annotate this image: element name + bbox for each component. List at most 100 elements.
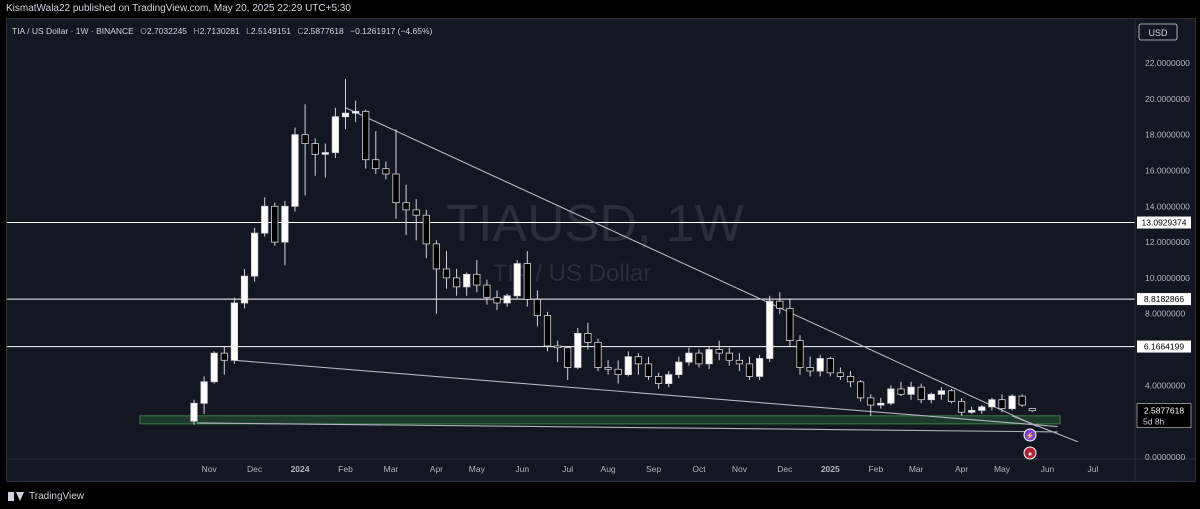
support-zone	[139, 415, 1061, 425]
x-tick-label: 2025	[821, 464, 840, 474]
level-price-label: 13.0929374	[1142, 218, 1187, 228]
candle-body	[1018, 395, 1026, 406]
candle-body	[271, 205, 279, 243]
candle	[836, 367, 845, 380]
candle-body	[675, 361, 683, 376]
candle-body	[382, 168, 390, 175]
candle-body	[210, 352, 218, 383]
tradingview-logo-icon	[8, 492, 24, 501]
x-tick-label: Nov	[202, 464, 218, 474]
candle-body	[655, 376, 663, 384]
candle	[978, 405, 986, 415]
level-price-box	[1137, 216, 1191, 229]
candle-body	[584, 333, 592, 343]
price-chart[interactable]: TIAUSD, 1W TIA / US Dollar 0.00000002.00…	[7, 19, 1195, 481]
candle	[392, 129, 400, 219]
us-flag-badge-circle	[1023, 446, 1037, 460]
ohlc-low: 2.5149151	[251, 26, 291, 36]
trendline-base	[197, 422, 1058, 433]
candle-body	[836, 372, 845, 377]
candle-body	[978, 406, 986, 411]
candle-body	[725, 352, 733, 361]
candle	[483, 279, 491, 305]
level-price-label: 8.8182866	[1144, 294, 1184, 304]
candle	[362, 109, 370, 169]
candle	[1018, 394, 1026, 407]
candle-body	[907, 386, 915, 395]
candle	[240, 268, 249, 309]
candle	[614, 360, 622, 384]
candle-body	[867, 397, 875, 406]
x-tick-label: Sep	[646, 464, 661, 474]
y-tick-label: 10.0000000	[1145, 273, 1190, 283]
candle-body	[523, 263, 531, 300]
candle	[937, 387, 946, 400]
candle	[634, 353, 643, 375]
currency-box[interactable]	[1138, 23, 1178, 41]
candle-body	[533, 298, 542, 316]
candle-body	[392, 173, 400, 204]
watermark-symbol: TIAUSD, 1W	[446, 195, 744, 253]
chart-panel[interactable]: TIAUSD, 1W TIA / US Dollar 0.00000002.00…	[6, 18, 1196, 482]
candle	[513, 260, 521, 300]
x-tick-label: Jun	[1041, 464, 1055, 474]
candle	[947, 388, 956, 404]
candle	[452, 268, 461, 296]
candle-body	[402, 202, 410, 211]
candle-body	[857, 381, 865, 399]
candle	[857, 379, 865, 402]
candle	[644, 356, 653, 380]
candle-body	[806, 367, 814, 372]
candle	[372, 131, 380, 175]
candle-body	[331, 116, 340, 153]
candle-body	[887, 388, 895, 404]
candle	[968, 406, 976, 415]
candle-body	[220, 352, 228, 361]
candle-body	[250, 232, 259, 277]
candle	[584, 322, 592, 350]
candle	[422, 209, 430, 259]
candle-body	[937, 390, 946, 395]
candle-body	[786, 307, 794, 341]
candle-body	[321, 152, 329, 155]
candle	[301, 104, 309, 196]
candle-body	[776, 300, 784, 309]
candle-body	[432, 243, 441, 270]
candle-body	[341, 112, 350, 118]
x-tick-label: Aug	[601, 464, 616, 474]
candle-body	[351, 110, 360, 114]
level-price-box	[1137, 340, 1191, 353]
candle	[695, 349, 703, 368]
candle	[715, 340, 723, 361]
candle	[685, 347, 693, 366]
candle-body	[958, 401, 966, 413]
candle-body	[554, 345, 562, 349]
candle-body	[695, 352, 703, 365]
candle	[321, 143, 329, 178]
candle	[675, 356, 683, 379]
candle	[826, 356, 834, 377]
x-tick-label: Nov	[732, 464, 748, 474]
candle-body	[756, 358, 764, 377]
candle-body	[705, 349, 713, 365]
candle-body	[897, 388, 905, 395]
us-flag-badge-icon: ●	[1023, 446, 1037, 460]
lightning-badge-circle	[1023, 428, 1037, 442]
candle	[806, 356, 814, 377]
trendline-upper	[345, 107, 1038, 428]
candle-body	[634, 356, 643, 365]
candle	[776, 292, 784, 314]
candle	[281, 200, 289, 266]
y-tick-label: 20.0000000	[1145, 94, 1190, 104]
candle-body	[281, 205, 289, 243]
candle	[907, 381, 915, 400]
candle	[463, 272, 471, 296]
candle	[493, 290, 501, 311]
candle-body	[735, 359, 744, 365]
candle	[351, 100, 360, 123]
candle	[725, 347, 733, 366]
candle	[533, 290, 542, 327]
candle-body	[240, 275, 249, 304]
x-tick-label: Jul	[562, 464, 573, 474]
x-tick-label: Dec	[777, 464, 793, 474]
